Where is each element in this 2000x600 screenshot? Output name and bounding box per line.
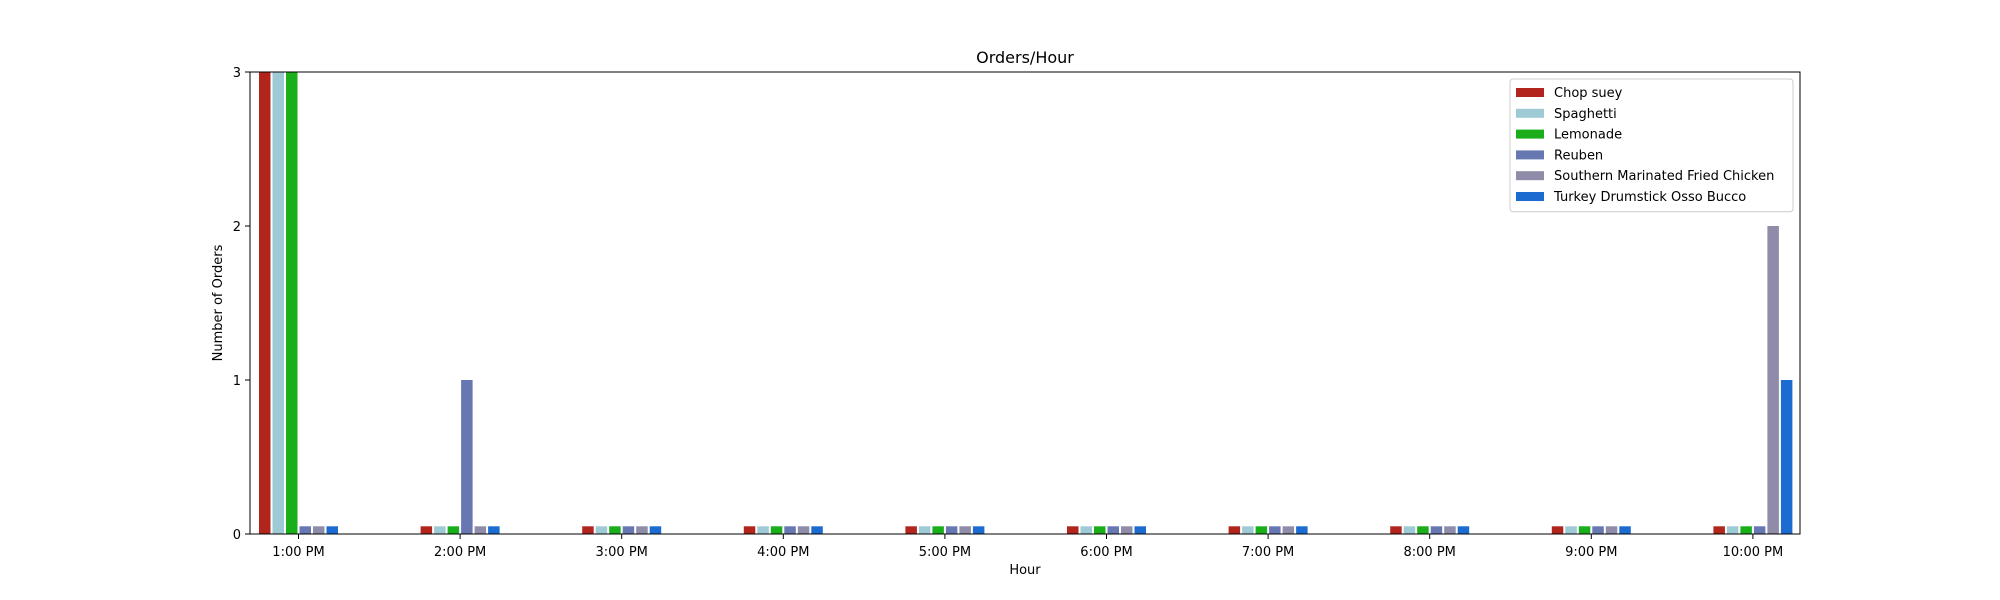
bar-1-9 — [1726, 526, 1739, 534]
y-tick-label-1: 1 — [233, 374, 241, 389]
bar-5-4 — [972, 526, 985, 534]
legend-label-2: Lemonade — [1554, 128, 1622, 143]
bar-3-2 — [622, 526, 635, 534]
x-tick-label-2: 3:00 PM — [596, 545, 648, 560]
y-axis-label: Number of Orders — [211, 244, 226, 361]
bar-3-0 — [299, 526, 311, 534]
bar-0-7 — [1390, 526, 1402, 534]
bar-1-7 — [1403, 526, 1416, 534]
bar-2-6 — [1255, 526, 1268, 534]
bar-3-3 — [784, 526, 796, 534]
bar-3-5 — [1107, 526, 1119, 534]
bar-1-1 — [434, 526, 446, 534]
bar-4-4 — [959, 526, 971, 534]
x-tick-label-8: 9:00 PM — [1565, 545, 1617, 560]
bar-4-5 — [1121, 526, 1133, 534]
legend-swatch-0 — [1516, 88, 1544, 97]
bar-5-8 — [1619, 526, 1631, 534]
legend: Chop suey Spaghetti Lemonade Reuben Southern… — [1509, 78, 1794, 213]
bar-2-1 — [447, 526, 460, 534]
y-tick-label-3: 3 — [233, 66, 241, 81]
bars-layer — [259, 72, 1793, 534]
bar-4-3 — [797, 526, 810, 534]
legend-label-3: Reuben — [1554, 148, 1603, 163]
bar-2-9 — [1740, 526, 1752, 534]
bar-2-7 — [1417, 526, 1429, 534]
bar-2-3 — [770, 526, 783, 534]
x-tick-label-6: 7:00 PM — [1242, 545, 1294, 560]
bar-4-2 — [636, 526, 648, 534]
legend-swatch-1 — [1516, 108, 1544, 118]
bar-2-0 — [286, 72, 298, 534]
x-axis-label: Hour — [1009, 563, 1041, 578]
bar-3-8 — [1592, 526, 1604, 534]
bar-1-5 — [1080, 526, 1092, 534]
bar-0-8 — [1551, 526, 1564, 534]
x-tick-label-9: 10:00 PM — [1723, 545, 1784, 560]
bar-5-1 — [488, 526, 500, 534]
x-tick-label-1: 2:00 PM — [434, 545, 486, 560]
bar-4-1 — [474, 526, 487, 534]
bar-5-0 — [326, 526, 338, 534]
bar-5-3 — [811, 526, 823, 534]
bar-1-8 — [1565, 526, 1577, 534]
bar-2-8 — [1578, 526, 1591, 534]
bar-3-4 — [945, 526, 958, 534]
legend-swatch-5 — [1516, 192, 1544, 201]
plot-frame — [249, 71, 1801, 535]
y-tick-label-2: 2 — [233, 220, 241, 235]
legend-label-1: Spaghetti — [1554, 107, 1617, 122]
x-tick-label-5: 6:00 PM — [1080, 545, 1132, 560]
bar-0-1 — [420, 526, 433, 534]
bar-2-5 — [1094, 526, 1106, 534]
bar-3-1 — [461, 380, 473, 534]
legend-swatch-2 — [1516, 129, 1544, 139]
chart-title: Orders/Hour — [976, 48, 1074, 67]
bar-4-6 — [1282, 526, 1295, 534]
bar-5-9 — [1780, 380, 1793, 534]
bar-0-2 — [582, 526, 594, 534]
bar-1-2 — [595, 526, 608, 534]
bar-5-7 — [1457, 526, 1470, 534]
x-axis: 1:00 PM 2:00 PM 3:00 PM 4:00 PM 5:00 PM 6:00 … — [272, 534, 1783, 560]
legend-box — [1509, 78, 1794, 213]
bar-5-2 — [649, 526, 662, 534]
legend-label-5: Turkey Drumstick Osso Bucco — [1553, 190, 1746, 205]
bar-0-3 — [743, 526, 756, 534]
legend-label-0: Chop suey — [1554, 86, 1623, 101]
bar-1-6 — [1242, 526, 1254, 534]
x-tick-label-0: 1:00 PM — [272, 545, 324, 560]
y-tick-label-0: 0 — [233, 528, 241, 543]
bar-5-5 — [1134, 526, 1146, 534]
x-tick-label-4: 5:00 PM — [919, 545, 971, 560]
legend-swatch-3 — [1516, 150, 1544, 160]
bar-3-7 — [1430, 526, 1443, 534]
bar-4-9 — [1767, 226, 1779, 534]
bar-0-9 — [1713, 526, 1725, 534]
bar-0-0 — [259, 72, 271, 534]
bar-0-4 — [905, 526, 917, 534]
bar-5-6 — [1296, 526, 1308, 534]
bar-3-9 — [1753, 526, 1766, 534]
x-tick-label-3: 4:00 PM — [757, 545, 809, 560]
bar-2-2 — [609, 526, 621, 534]
bar-0-6 — [1228, 526, 1241, 534]
bar-1-4 — [918, 526, 931, 534]
bar-2-4 — [932, 526, 944, 534]
bar-4-7 — [1444, 526, 1456, 534]
x-tick-label-7: 8:00 PM — [1404, 545, 1456, 560]
legend-swatch-4 — [1516, 171, 1544, 181]
bar-0-5 — [1067, 526, 1079, 534]
legend-label-4: Southern Marinated Fried Chicken — [1554, 169, 1774, 184]
bar-1-0 — [272, 72, 284, 534]
bar-4-8 — [1605, 526, 1618, 534]
bar-3-6 — [1269, 526, 1281, 534]
y-axis: 0 1 2 3 — [233, 66, 250, 543]
bar-4-0 — [313, 526, 325, 534]
bar-1-3 — [757, 526, 769, 534]
